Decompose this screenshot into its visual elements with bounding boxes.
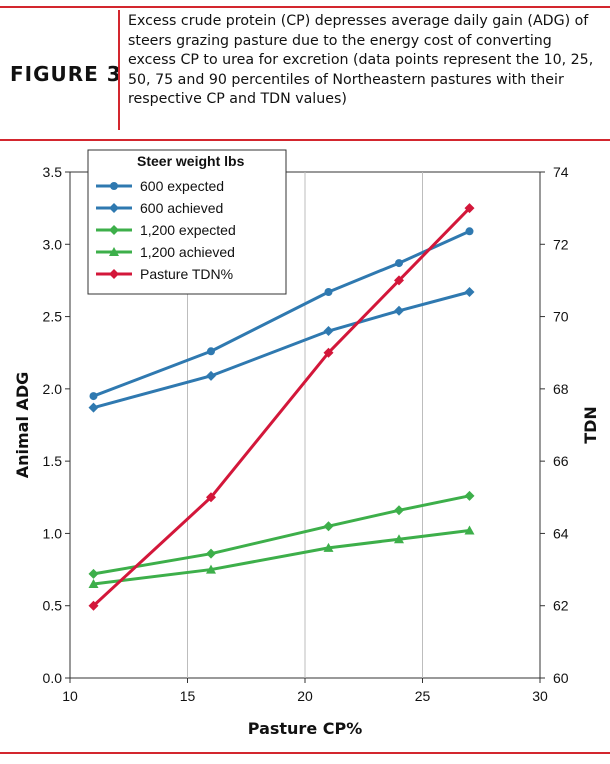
series-3-point xyxy=(206,548,216,559)
series-3-point xyxy=(394,505,404,516)
y-tick-label: 3.5 xyxy=(43,164,63,180)
y-tick-label: 1.5 xyxy=(43,453,63,469)
figure-label: FIGURE 3 xyxy=(10,62,122,86)
y2-tick-label: 60 xyxy=(553,670,569,686)
legend-label: 600 expected xyxy=(140,178,224,194)
y2-axis-title: TDN xyxy=(581,406,600,444)
x-tick-label: 20 xyxy=(297,688,313,704)
y2-tick-label: 68 xyxy=(553,381,569,397)
y-tick-label: 0.5 xyxy=(43,598,63,614)
series-line-3 xyxy=(93,494,470,576)
series-2-point xyxy=(464,286,475,297)
legend-swatch-marker xyxy=(109,225,119,235)
series-5-point xyxy=(88,600,99,611)
legend-label: 1,200 achieved xyxy=(140,244,235,260)
x-tick-label: 25 xyxy=(415,688,431,704)
legend-swatch-marker xyxy=(109,247,119,256)
x-tick-label: 15 xyxy=(180,688,196,704)
legend-label: 1,200 expected xyxy=(140,222,236,238)
bottom-rule xyxy=(0,752,610,754)
y-tick-label: 2.0 xyxy=(43,381,63,397)
y-tick-label: 3.0 xyxy=(43,236,63,252)
series-1-point xyxy=(324,287,333,296)
y2-tick-label: 64 xyxy=(553,525,569,541)
x-axis-title: Pasture CP% xyxy=(248,719,362,738)
series-3-point xyxy=(464,490,475,501)
y2-tick-label: 72 xyxy=(553,236,569,252)
series-1-point xyxy=(395,259,403,268)
series-4-point xyxy=(464,525,475,535)
series-5-point xyxy=(323,347,334,358)
y-tick-label: 1.0 xyxy=(43,525,63,541)
y2-tick-label: 74 xyxy=(553,164,569,180)
series-line-2 xyxy=(93,290,470,410)
legend-title: Steer weight lbs xyxy=(137,153,245,169)
series-2-point xyxy=(394,305,404,316)
series-3-point xyxy=(323,521,334,532)
series-1-point xyxy=(207,347,215,356)
caption-rule xyxy=(0,139,610,141)
y-tick-label: 0.0 xyxy=(43,670,63,686)
series-2-point xyxy=(206,370,216,381)
y2-tick-label: 66 xyxy=(553,453,569,469)
figure-divider xyxy=(118,10,120,130)
legend-box xyxy=(87,149,287,295)
y2-tick-label: 62 xyxy=(553,598,569,614)
series-5-point xyxy=(206,492,216,503)
series-4-point xyxy=(323,542,334,552)
x-tick-label: 30 xyxy=(532,688,548,704)
series-1-point xyxy=(465,227,474,236)
series-4-point xyxy=(394,534,404,544)
series-5-point xyxy=(394,275,404,286)
legend-swatch-marker xyxy=(109,269,119,279)
y-tick-label: 2.5 xyxy=(43,309,63,325)
legend-label: Pasture TDN% xyxy=(140,266,233,282)
series-4-point xyxy=(206,564,216,574)
series-4-point xyxy=(88,579,99,589)
series-2-point xyxy=(323,326,334,337)
series-5-point xyxy=(464,203,475,214)
y-axis-title: Animal ADG xyxy=(13,372,32,479)
series-1-point xyxy=(89,392,98,401)
series-2-point xyxy=(88,402,99,413)
y2-tick-label: 70 xyxy=(553,309,569,325)
legend-swatch-marker xyxy=(110,182,118,190)
top-rule xyxy=(0,6,610,8)
legend-label: 600 achieved xyxy=(140,200,223,216)
figure-caption: Excess crude protein (CP) depresses aver… xyxy=(128,13,594,107)
series-3-point xyxy=(88,568,99,579)
x-tick-label: 10 xyxy=(62,688,78,704)
legend-swatch-marker xyxy=(109,203,119,213)
